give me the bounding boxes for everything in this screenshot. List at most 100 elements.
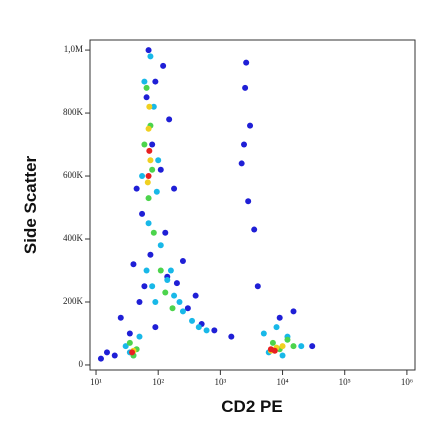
- x-tick-label: 10⁵: [339, 377, 351, 387]
- point: [179, 258, 186, 265]
- point: [284, 336, 291, 343]
- point: [129, 349, 136, 356]
- point: [152, 298, 159, 305]
- y-tick-label: 400K: [63, 233, 84, 243]
- point: [157, 267, 164, 274]
- point: [164, 276, 171, 283]
- point: [195, 324, 202, 331]
- point: [139, 173, 146, 180]
- point: [173, 280, 180, 287]
- point: [141, 78, 148, 85]
- point: [147, 251, 154, 258]
- point: [269, 339, 276, 346]
- point: [153, 188, 160, 195]
- point: [157, 242, 164, 249]
- point: [143, 267, 150, 274]
- point: [251, 226, 258, 233]
- point: [130, 261, 137, 268]
- point: [242, 84, 249, 91]
- point: [157, 166, 164, 173]
- point: [211, 327, 218, 334]
- point: [162, 289, 169, 296]
- point: [136, 298, 143, 305]
- point: [228, 333, 235, 340]
- point: [141, 283, 148, 290]
- y-tick-label: 1,0M: [64, 44, 83, 54]
- point: [145, 173, 152, 180]
- y-tick-label: 600K: [63, 170, 84, 180]
- point: [143, 84, 150, 91]
- point: [290, 308, 297, 315]
- point: [136, 333, 143, 340]
- point: [150, 103, 157, 110]
- point: [145, 47, 152, 54]
- point: [143, 94, 150, 101]
- point: [111, 352, 118, 359]
- point: [276, 314, 283, 321]
- point: [149, 141, 156, 148]
- point: [149, 166, 156, 173]
- point: [241, 141, 248, 148]
- point: [144, 179, 151, 186]
- point: [122, 343, 129, 350]
- point: [184, 305, 191, 312]
- point: [145, 220, 152, 227]
- point: [150, 229, 157, 236]
- point: [133, 185, 140, 192]
- point: [147, 53, 154, 60]
- point: [169, 305, 176, 312]
- x-tick-label: 10²: [152, 377, 164, 387]
- point: [176, 298, 183, 305]
- point: [141, 141, 148, 148]
- x-tick-label: 10³: [215, 377, 227, 387]
- point: [126, 330, 133, 337]
- point: [192, 292, 199, 299]
- point: [97, 355, 104, 362]
- x-axis-label: CD2 PE: [221, 397, 282, 416]
- point: [247, 122, 254, 129]
- point: [117, 314, 124, 321]
- point: [139, 210, 146, 217]
- point: [309, 343, 316, 350]
- point: [254, 283, 261, 290]
- point: [167, 267, 174, 274]
- point: [245, 198, 252, 205]
- point: [298, 343, 305, 350]
- point: [152, 78, 159, 85]
- y-axis-label: Side Scatter: [21, 155, 40, 254]
- point: [273, 324, 280, 331]
- point: [146, 103, 153, 110]
- point: [126, 339, 133, 346]
- x-tick-label: 10¹: [90, 377, 102, 387]
- point: [162, 229, 169, 236]
- plot-frame: [89, 39, 416, 371]
- point: [160, 62, 167, 69]
- point: [238, 160, 245, 167]
- x-tick-label: 10⁴: [276, 377, 288, 387]
- point: [149, 283, 156, 290]
- point: [243, 59, 250, 66]
- y-tick-label: 800K: [63, 107, 84, 117]
- point: [271, 347, 278, 354]
- point: [155, 157, 162, 164]
- point: [103, 349, 110, 356]
- point: [152, 324, 159, 331]
- point: [279, 352, 286, 359]
- point: [145, 125, 152, 132]
- y-tick-label: 0: [79, 359, 84, 369]
- x-tick-label: 10⁶: [401, 377, 413, 387]
- point: [260, 330, 267, 337]
- point: [147, 157, 154, 164]
- point: [189, 317, 196, 324]
- point: [171, 185, 178, 192]
- point: [146, 147, 153, 154]
- point: [145, 195, 152, 202]
- point: [203, 327, 210, 334]
- point: [279, 343, 286, 350]
- point: [290, 343, 297, 350]
- point: [179, 308, 186, 315]
- point: [166, 116, 173, 123]
- y-tick-label: 200K: [63, 296, 84, 306]
- point: [171, 292, 178, 299]
